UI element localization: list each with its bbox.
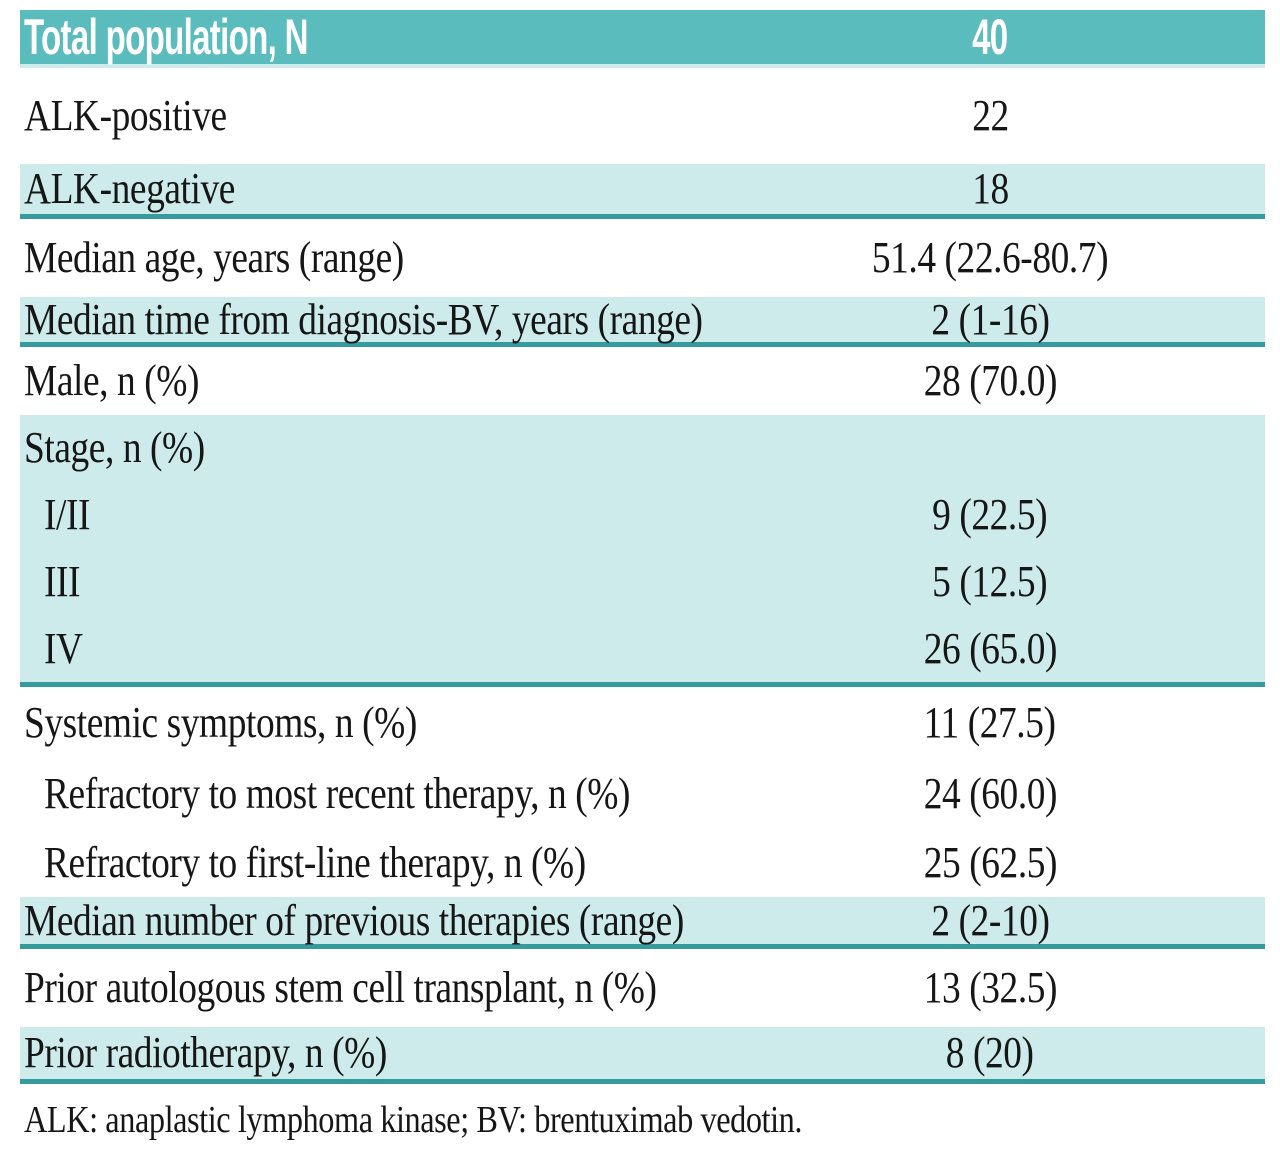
row-label: Refractory to first-line therapy, n (%) xyxy=(44,838,586,887)
header-value: 40 xyxy=(972,9,1008,65)
row-label: IV xyxy=(44,623,83,673)
row-label: Refractory to most recent therapy, n (%) xyxy=(44,769,631,818)
row-value: 11 (27.5) xyxy=(924,698,1056,747)
table-body: ALK-positive 22 ALK-negative 18 Median age, … xyxy=(20,68,1265,1084)
header-value-cell: 40 xyxy=(715,12,1265,62)
table-row: Median age, years (range) 51.4 (22.6-80.7… xyxy=(20,219,1265,297)
row-value: 2 (2-10) xyxy=(930,895,1050,945)
table-row: Refractory to first-line therapy, n (%) 2… xyxy=(20,829,1265,897)
row-value: 22 xyxy=(971,91,1009,140)
header-label: Total population, N xyxy=(24,9,308,65)
row-label-cell: I/II xyxy=(20,489,715,539)
row-value-cell: 22 xyxy=(715,94,1265,138)
row-value-cell: 9 (22.5) xyxy=(715,489,1265,539)
row-value: 2 (1-16) xyxy=(930,294,1050,344)
footnote-text: ALK: anaplastic lymphoma kinase; BV: bre… xyxy=(24,1099,803,1141)
row-label: Prior radiotherapy, n (%) xyxy=(24,1028,387,1077)
table-row: Stage, n (%) xyxy=(20,415,1265,481)
row-label: Stage, n (%) xyxy=(24,423,205,472)
row-value-cell: 28 (70.0) xyxy=(715,359,1265,403)
row-label-cell: Refractory to most recent therapy, n (%) xyxy=(20,772,715,816)
table-row: ALK-negative 18 xyxy=(20,164,1265,219)
row-value: 24 (60.0) xyxy=(923,769,1057,818)
row-value-cell: 8 (20) xyxy=(715,1031,1265,1075)
table-figure: Total population, N 40 ALK-positive 22 ALK… xyxy=(20,10,1265,1142)
table-row: Systemic symptoms, n (%) 11 (27.5) xyxy=(20,687,1265,759)
table-row: Refractory to most recent therapy, n (%)… xyxy=(20,759,1265,829)
row-label: Prior autologous stem cell transplant, n… xyxy=(24,963,657,1012)
row-label-cell: Male, n (%) xyxy=(20,359,715,403)
row-label-cell: Stage, n (%) xyxy=(20,426,715,470)
row-value-cell: 25 (62.5) xyxy=(715,841,1265,885)
row-value-cell: 5 (12.5) xyxy=(715,556,1265,606)
row-value-cell: 2 (2-10) xyxy=(715,895,1265,945)
row-value: 26 (65.0) xyxy=(923,623,1057,673)
table-row: ALK-positive 22 xyxy=(20,68,1265,164)
table-row: IV 26 (65.0) xyxy=(20,615,1265,687)
row-value-cell: 24 (60.0) xyxy=(715,772,1265,816)
row-value: 25 (62.5) xyxy=(923,838,1057,887)
row-value-cell: 51.4 (22.6-80.7) xyxy=(715,236,1265,280)
row-label-cell: Median time from diagnosis-BV, years (ra… xyxy=(20,294,715,344)
row-label-cell: III xyxy=(20,556,715,606)
table-row: I/II 9 (22.5) xyxy=(20,481,1265,548)
row-value-cell: 18 xyxy=(715,167,1265,211)
row-label-cell: ALK-negative xyxy=(20,167,715,211)
row-label: Male, n (%) xyxy=(24,356,199,405)
table-row: Male, n (%) 28 (70.0) xyxy=(20,347,1265,415)
table-footnote: ALK: anaplastic lymphoma kinase; BV: bre… xyxy=(20,1084,1265,1142)
row-value-cell: 13 (32.5) xyxy=(715,966,1265,1010)
table-row: Median time from diagnosis-BV, years (ra… xyxy=(20,297,1265,347)
row-label: Median number of previous therapies (ran… xyxy=(24,895,684,945)
row-value-cell: 11 (27.5) xyxy=(715,701,1265,745)
row-value: 13 (32.5) xyxy=(923,963,1057,1012)
row-label-cell: Refractory to first-line therapy, n (%) xyxy=(20,841,715,885)
row-value-cell: 2 (1-16) xyxy=(715,294,1265,344)
row-label-cell: IV xyxy=(20,623,715,673)
row-value: 9 (22.5) xyxy=(932,489,1048,539)
table-row: III 5 (12.5) xyxy=(20,548,1265,615)
row-label-cell: Median age, years (range) xyxy=(20,236,715,280)
row-label: Median time from diagnosis-BV, years (ra… xyxy=(24,294,703,344)
row-value: 28 (70.0) xyxy=(923,356,1057,405)
header-label-cell: Total population, N xyxy=(20,12,715,62)
row-value: 51.4 (22.6-80.7) xyxy=(871,233,1109,282)
row-label-cell: Prior autologous stem cell transplant, n… xyxy=(20,966,715,1010)
row-label: Systemic symptoms, n (%) xyxy=(24,698,417,747)
table-row: Median number of previous therapies (ran… xyxy=(20,897,1265,949)
table-row: Prior radiotherapy, n (%) 8 (20) xyxy=(20,1027,1265,1084)
table-row: Prior autologous stem cell transplant, n… xyxy=(20,949,1265,1027)
row-label-cell: Prior radiotherapy, n (%) xyxy=(20,1031,715,1075)
row-label: I/II xyxy=(44,489,91,539)
row-value: 18 xyxy=(971,164,1009,213)
row-label: III xyxy=(44,556,81,606)
row-label-cell: ALK-positive xyxy=(20,94,715,138)
table-header-row: Total population, N 40 xyxy=(20,10,1265,68)
row-value: 8 (20) xyxy=(946,1028,1034,1077)
row-label: Median age, years (range) xyxy=(24,233,404,282)
row-label-cell: Systemic symptoms, n (%) xyxy=(20,701,715,745)
row-label-cell: Median number of previous therapies (ran… xyxy=(20,895,715,945)
row-label: ALK-positive xyxy=(24,91,227,140)
row-value-cell: 26 (65.0) xyxy=(715,623,1265,673)
row-label: ALK-negative xyxy=(24,164,235,213)
row-value: 5 (12.5) xyxy=(932,556,1048,606)
